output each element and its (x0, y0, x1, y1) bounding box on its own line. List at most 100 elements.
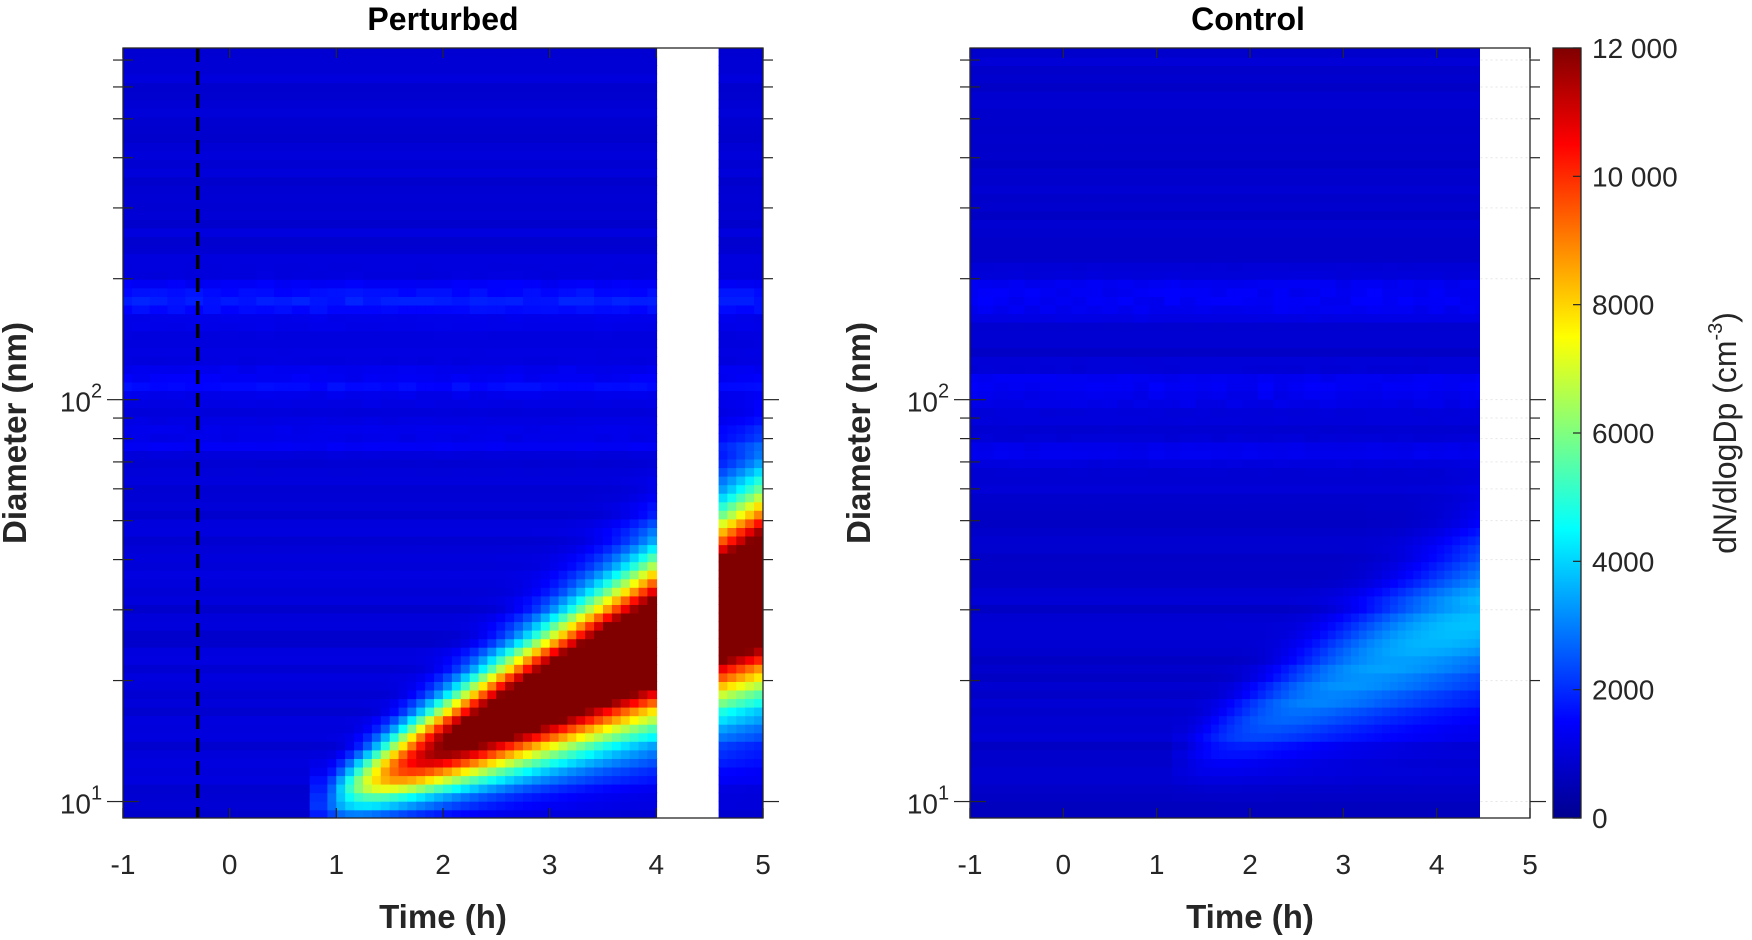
heatmap-cell (291, 535, 302, 546)
heatmap-cell (443, 253, 453, 263)
heatmap-cell (229, 467, 240, 477)
heatmap-cell (478, 48, 489, 58)
heatmap-cell (167, 244, 178, 255)
heatmap-cell (389, 424, 400, 434)
heatmap-cell (140, 107, 151, 118)
heatmap-cell (256, 184, 266, 195)
heatmap-cell (131, 56, 142, 66)
heatmap-cell (309, 433, 320, 443)
heatmap-cell (505, 193, 515, 203)
heatmap-cell (576, 569, 586, 580)
heatmap-cell (211, 133, 222, 143)
heatmap-cell (327, 535, 338, 546)
heatmap-cell (229, 381, 240, 392)
heatmap-cell (140, 569, 151, 580)
heatmap-cell (460, 484, 471, 494)
heatmap-cell (238, 202, 249, 212)
heatmap-cell (398, 467, 409, 477)
heatmap-cell (549, 646, 560, 657)
heatmap-cell (247, 441, 258, 451)
heatmap-cell (496, 381, 506, 392)
heatmap-cell (265, 450, 275, 460)
heatmap-cell (309, 792, 320, 802)
heatmap-cell (140, 578, 151, 588)
heatmap-cell (256, 381, 266, 392)
heatmap-cell (229, 338, 240, 349)
heatmap-cell (220, 467, 231, 477)
heatmap-cell (407, 73, 418, 84)
heatmap-cell (443, 287, 453, 297)
heatmap-cell (274, 501, 284, 511)
heatmap-cell (585, 107, 595, 118)
heatmap-cell (220, 501, 231, 511)
heatmap-cell (478, 65, 489, 75)
heatmap-cell (123, 236, 133, 246)
heatmap-cell (336, 441, 346, 451)
heatmap-cell (576, 107, 586, 118)
heatmap-cell (336, 270, 346, 280)
heatmap-cell (203, 689, 213, 700)
heatmap-cell (203, 347, 213, 357)
heatmap-cell (158, 407, 169, 417)
heatmap-cell (354, 184, 364, 195)
heatmap-cell (185, 321, 195, 332)
heatmap-cell (451, 604, 462, 614)
heatmap-cell (220, 125, 231, 135)
heatmap-cell (247, 356, 258, 366)
heatmap-cell (283, 595, 293, 605)
heatmap-cell (167, 749, 178, 759)
heatmap-cell (363, 681, 373, 691)
heatmap-cell (407, 638, 418, 648)
heatmap-cell (434, 612, 444, 623)
heatmap-cell (158, 364, 169, 374)
heatmap-cell (194, 587, 204, 597)
heatmap-cell (496, 672, 506, 682)
heatmap-cell (603, 244, 613, 255)
heatmap-cell (451, 441, 462, 451)
heatmap-cell (247, 672, 258, 682)
heatmap-cell (371, 552, 382, 563)
heatmap-cell (140, 244, 151, 255)
heatmap-cell (211, 82, 222, 92)
heatmap-cell (540, 159, 551, 169)
heatmap-cell (540, 561, 551, 571)
heatmap-cell (274, 210, 284, 220)
heatmap-cell (274, 133, 284, 143)
heatmap-cell (309, 347, 320, 357)
heatmap-cell (140, 775, 151, 785)
heatmap-cell (540, 638, 551, 648)
heatmap-cell (531, 210, 542, 220)
heatmap-cell (211, 552, 222, 563)
heatmap-cell (603, 638, 613, 648)
heatmap-cell (211, 364, 222, 374)
heatmap-cell (256, 809, 266, 818)
heatmap-cell (603, 458, 613, 469)
heatmap-cell (425, 227, 435, 238)
heatmap-cell (354, 723, 364, 734)
heatmap-cell (149, 783, 160, 794)
heatmap-cell (274, 313, 284, 323)
heatmap-cell (407, 330, 418, 340)
heatmap-cell (576, 227, 586, 238)
heatmap-cell (300, 159, 311, 169)
heatmap-cell (158, 766, 169, 777)
heatmap-cell (354, 741, 364, 751)
heatmap-cell (158, 681, 169, 691)
heatmap-cell (380, 321, 391, 332)
heatmap-cell (140, 809, 151, 818)
heatmap-cell (558, 253, 569, 263)
heatmap-cell (185, 655, 195, 665)
heatmap-cell (523, 638, 533, 648)
heatmap-cell (514, 82, 524, 92)
heatmap-cell (220, 65, 231, 75)
heatmap-cell (229, 125, 240, 135)
heatmap-cell (469, 587, 480, 597)
heatmap-cell (496, 698, 506, 708)
heatmap-cell (300, 356, 311, 366)
heatmap-cell (496, 176, 506, 186)
heatmap-cell (167, 518, 178, 528)
heatmap-cell (229, 107, 240, 118)
heatmap-cell (576, 646, 586, 657)
heatmap-cell (203, 90, 213, 101)
heatmap-cell (380, 621, 391, 631)
